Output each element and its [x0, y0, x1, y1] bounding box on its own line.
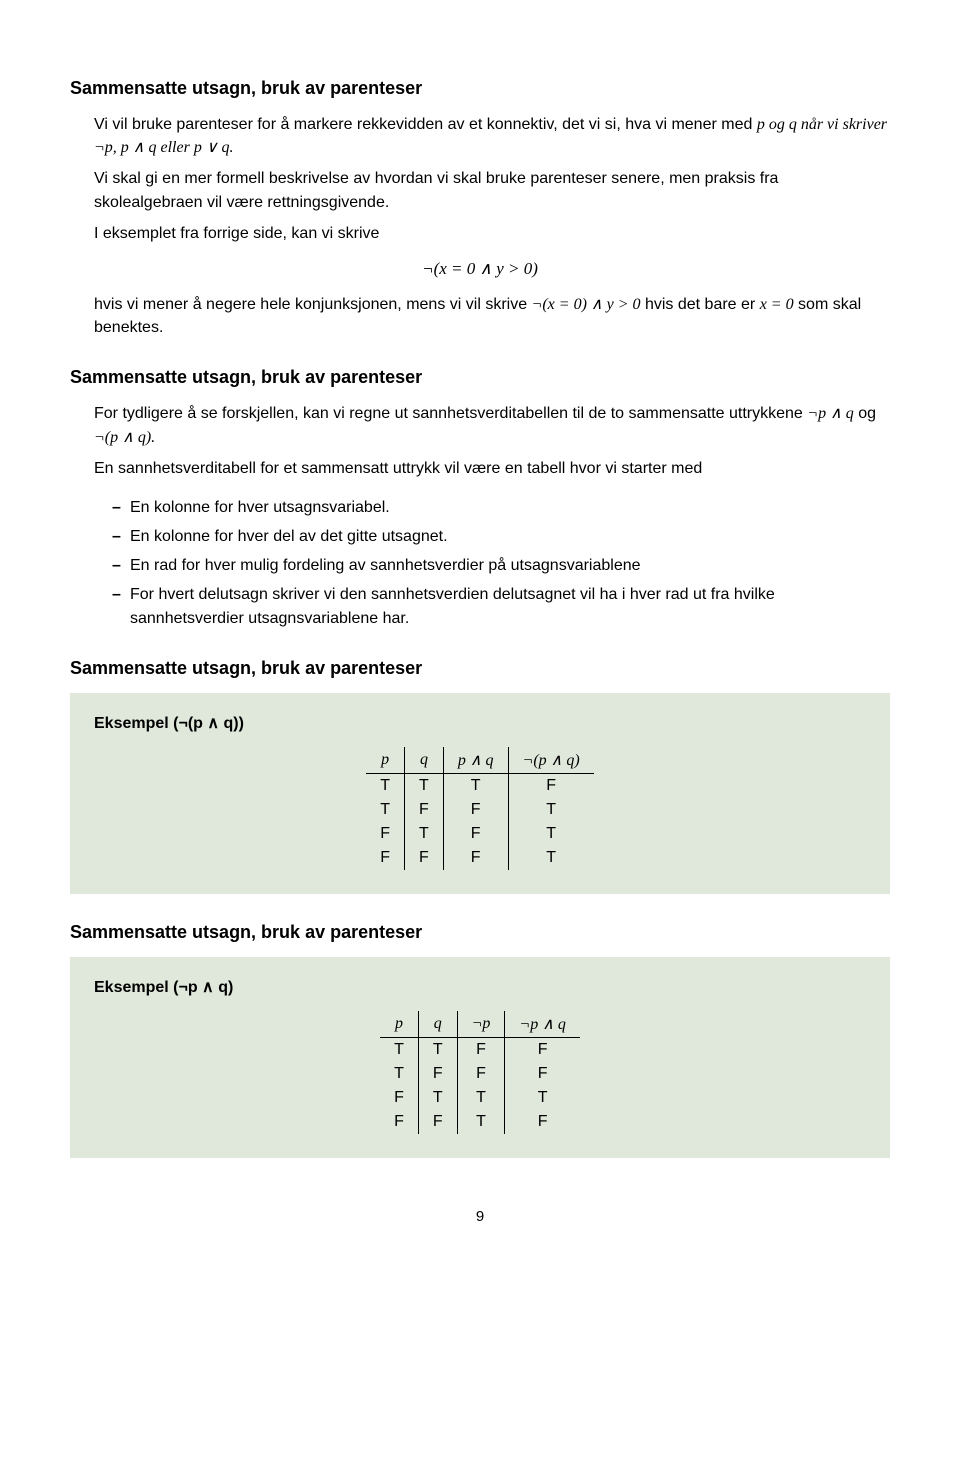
table-cell: F [366, 846, 404, 870]
table-header: p [380, 1011, 418, 1038]
text-span: Vi vil bruke parenteser for å markere re… [94, 116, 757, 133]
table-row: TFFT [366, 798, 593, 822]
table-cell: F [405, 846, 444, 870]
example-box-1: Eksempel (¬(p ∧ q)) p q p ∧ q ¬(p ∧ q) T… [70, 693, 890, 894]
text-span: For tydligere å se forskjellen, kan vi r… [94, 405, 807, 422]
section2-title: Sammensatte utsagn, bruk av parenteser [70, 367, 890, 388]
table-header: p [366, 747, 404, 774]
table-cell: T [418, 1086, 457, 1110]
table-cell: F [380, 1110, 418, 1134]
table-header: ¬p ∧ q [505, 1011, 580, 1038]
table-cell: T [405, 822, 444, 846]
table-cell: F [505, 1037, 580, 1062]
section2-para1: For tydligere å se forskjellen, kan vi r… [94, 402, 890, 448]
bullet-item: En kolonne for hver del av det gitte uts… [112, 525, 890, 548]
table-cell: T [405, 773, 444, 798]
table-header: ¬p [457, 1011, 505, 1038]
text-span: hvis vi mener å negere hele konjunksjone… [94, 296, 532, 313]
table-cell: F [443, 846, 508, 870]
section3-title: Sammensatte utsagn, bruk av parenteser [70, 658, 890, 679]
table-header: ¬(p ∧ q) [508, 747, 594, 774]
table-cell: T [505, 1086, 580, 1110]
table-cell: F [443, 822, 508, 846]
table-cell: T [366, 773, 404, 798]
section1-title: Sammensatte utsagn, bruk av parenteser [70, 78, 890, 99]
table-cell: F [505, 1110, 580, 1134]
table-cell: T [418, 1037, 457, 1062]
table-cell: F [380, 1086, 418, 1110]
table-cell: T [380, 1062, 418, 1086]
table-cell: T [508, 798, 594, 822]
math-inline: ¬(x = 0) ∧ y > 0 [532, 296, 641, 313]
section2-bullets: En kolonne for hver utsagnsvariabel. En … [94, 496, 890, 630]
example2-label: Eksempel (¬p ∧ q) [94, 977, 866, 997]
page-number: 9 [70, 1208, 890, 1225]
table-row: TTTF [366, 773, 593, 798]
math-inline: ¬p ∧ q [807, 405, 854, 422]
section1-para1: Vi vil bruke parenteser for å markere re… [94, 113, 890, 159]
formula-display: ¬(x = 0 ∧ y > 0) [70, 259, 890, 279]
section1-para3: I eksemplet fra forrige side, kan vi skr… [94, 222, 890, 245]
bullet-item: For hvert delutsagn skriver vi den sannh… [112, 583, 890, 629]
truth-table-2: p q ¬p ¬p ∧ q TTFFTFFFFTTTFFTF [380, 1011, 580, 1134]
section2-para2: En sannhetsverditabell for et sammensatt… [94, 457, 890, 480]
text-span: og [854, 405, 876, 422]
table-cell: T [380, 1037, 418, 1062]
table-row: TFFF [380, 1062, 580, 1086]
math-inline: x = 0 [760, 296, 794, 313]
table-cell: F [418, 1110, 457, 1134]
table-cell: F [457, 1037, 505, 1062]
example-box-2: Eksempel (¬p ∧ q) p q ¬p ¬p ∧ q TTFFTFFF… [70, 957, 890, 1158]
table-cell: F [505, 1062, 580, 1086]
table-cell: F [443, 798, 508, 822]
table-header: p ∧ q [443, 747, 508, 774]
table-cell: F [418, 1062, 457, 1086]
table-row: TTFF [380, 1037, 580, 1062]
table-header-row: p q ¬p ¬p ∧ q [380, 1011, 580, 1038]
table-cell: T [443, 773, 508, 798]
table-cell: F [405, 798, 444, 822]
table-cell: T [457, 1086, 505, 1110]
table-row: FTTT [380, 1086, 580, 1110]
table-cell: F [508, 773, 594, 798]
table-row: FTFT [366, 822, 593, 846]
table-header-row: p q p ∧ q ¬(p ∧ q) [366, 747, 593, 774]
math-inline: ¬(p ∧ q). [94, 429, 155, 446]
truth-table-1: p q p ∧ q ¬(p ∧ q) TTTFTFFTFTFTFFFT [366, 747, 593, 870]
text-span: hvis det bare er [641, 296, 760, 313]
section1-para4: hvis vi mener å negere hele konjunksjone… [94, 293, 890, 339]
table-cell: F [366, 822, 404, 846]
table-cell: T [457, 1110, 505, 1134]
table-cell: T [508, 822, 594, 846]
table-row: FFTF [380, 1110, 580, 1134]
table-header: q [418, 1011, 457, 1038]
section1-para2: Vi skal gi en mer formell beskrivelse av… [94, 167, 890, 213]
bullet-item: En kolonne for hver utsagnsvariabel. [112, 496, 890, 519]
table-cell: T [366, 798, 404, 822]
section4-title: Sammensatte utsagn, bruk av parenteser [70, 922, 890, 943]
example1-label: Eksempel (¬(p ∧ q)) [94, 713, 866, 733]
bullet-item: En rad for hver mulig fordeling av sannh… [112, 554, 890, 577]
table-row: FFFT [366, 846, 593, 870]
table-cell: T [508, 846, 594, 870]
table-cell: F [457, 1062, 505, 1086]
table-header: q [405, 747, 444, 774]
